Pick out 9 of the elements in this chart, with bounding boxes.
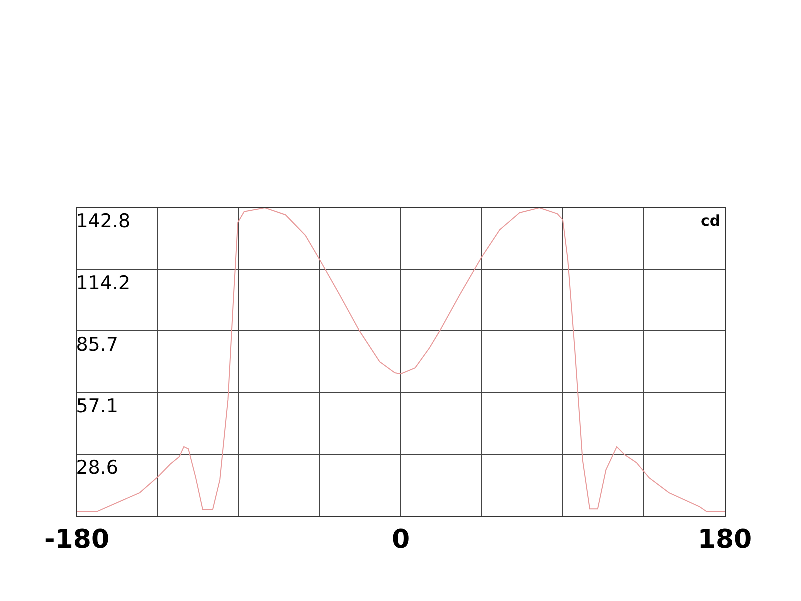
y-tick-label: 142.8	[76, 210, 131, 233]
y-tick-label: 114.2	[76, 272, 131, 294]
y-axis-title: cd	[701, 212, 721, 230]
x-tick-label: -180	[44, 525, 110, 556]
y-tick-label: 28.6	[76, 456, 119, 479]
x-tick-label: 0	[392, 525, 410, 556]
x-tick-label: 180	[698, 525, 752, 556]
y-tick-label: 57.1	[76, 395, 119, 418]
y-tick-label: 85.7	[76, 334, 119, 356]
